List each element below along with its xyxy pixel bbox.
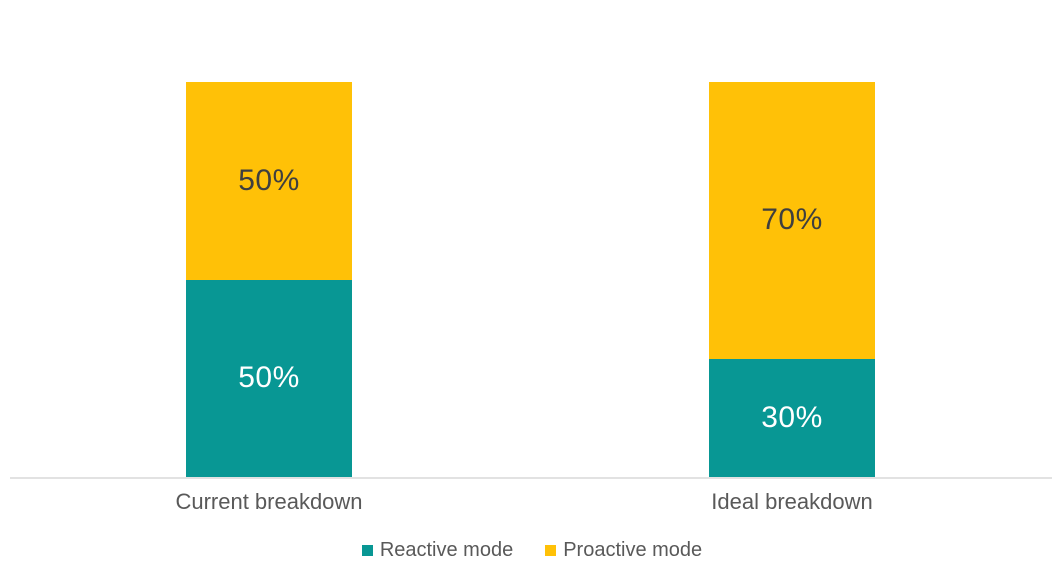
bar-ideal-breakdown: 70% 30% Ideal breakdown [709,82,875,514]
category-label-current-breakdown: Current breakdown [175,489,363,514]
data-label-proactive: 50% [238,163,300,197]
bar-segment-reactive: 30% [709,358,875,477]
bar-current-breakdown: 50% 50% Current breakdown [175,82,363,514]
data-label-reactive: 50% [238,361,300,395]
legend-item-reactive-mode: Reactive mode [361,539,514,562]
bar-segment-proactive: 50% [186,82,352,280]
legend-item-proactive-mode: Proactive mode [545,539,702,562]
data-label-proactive: 70% [761,203,823,237]
legend-label-proactive-mode: Proactive mode [563,539,703,561]
bar-segment-proactive: 70% [709,82,875,359]
legend-swatch-proactive-icon [545,545,557,556]
x-axis-line [10,477,1052,479]
category-label-ideal-breakdown: Ideal breakdown [711,489,873,514]
legend: Reactive mode Proactive mode [0,539,1064,562]
legend-label-reactive-mode: Reactive mode [379,539,514,561]
data-label-reactive: 30% [761,400,823,434]
bar-segment-reactive: 50% [186,279,352,477]
legend-swatch-reactive-icon [361,545,373,556]
